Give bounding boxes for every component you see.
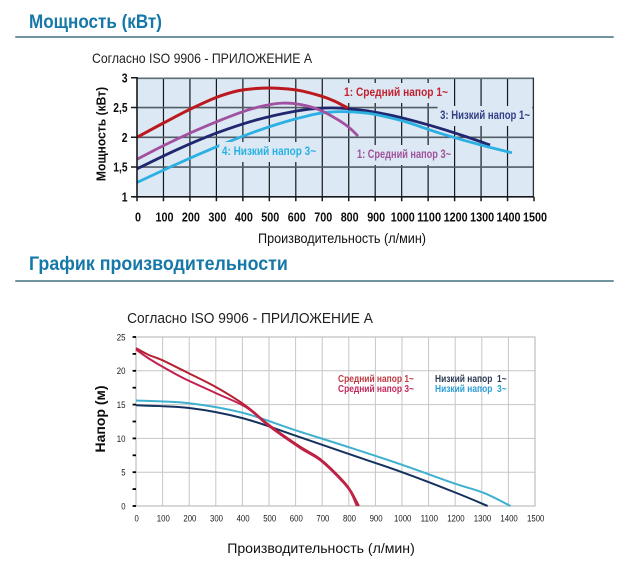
svg-text:5: 5 (121, 468, 125, 478)
svg-text:1200: 1200 (447, 514, 464, 524)
svg-text:0: 0 (135, 210, 141, 225)
svg-text:2,5: 2,5 (113, 100, 127, 115)
svg-text:1100: 1100 (417, 210, 441, 225)
svg-text:15: 15 (117, 400, 126, 410)
svg-text:600: 600 (288, 210, 306, 225)
svg-text:300: 300 (208, 210, 226, 225)
svg-text:1300: 1300 (474, 514, 491, 524)
svg-text:800: 800 (341, 210, 359, 225)
svg-text:1200: 1200 (444, 210, 468, 225)
svg-text:1500: 1500 (527, 514, 544, 524)
svg-text:100: 100 (157, 514, 170, 524)
svg-text:0: 0 (121, 501, 125, 511)
svg-text:800: 800 (343, 514, 356, 524)
svg-text:1400: 1400 (497, 210, 521, 225)
svg-text:900: 900 (367, 210, 385, 225)
svg-text:700: 700 (314, 210, 332, 225)
svg-text:500: 500 (261, 210, 279, 225)
svg-text:1300: 1300 (470, 210, 494, 225)
svg-text:200: 200 (183, 514, 196, 524)
svg-text:300: 300 (210, 514, 223, 524)
svg-text:10: 10 (117, 434, 126, 444)
svg-text:500: 500 (263, 514, 276, 524)
svg-text:3: 3 (122, 70, 128, 85)
svg-text:1500: 1500 (523, 210, 547, 225)
svg-text:1100: 1100 (421, 514, 438, 524)
svg-text:1: 1 (122, 189, 128, 204)
svg-text:20: 20 (117, 366, 126, 376)
svg-text:0: 0 (135, 514, 139, 524)
svg-text:1400: 1400 (500, 514, 517, 524)
svg-text:400: 400 (237, 514, 250, 524)
svg-text:600: 600 (290, 514, 303, 524)
svg-text:1000: 1000 (394, 514, 411, 524)
svg-text:25: 25 (117, 332, 126, 342)
svg-text:2: 2 (122, 130, 128, 145)
svg-text:1,5: 1,5 (113, 160, 127, 175)
svg-text:100: 100 (156, 210, 174, 225)
svg-text:1000: 1000 (391, 210, 415, 225)
svg-text:200: 200 (182, 210, 200, 225)
svg-text:400: 400 (235, 210, 253, 225)
svg-text:700: 700 (316, 514, 329, 524)
svg-text:900: 900 (370, 514, 383, 524)
